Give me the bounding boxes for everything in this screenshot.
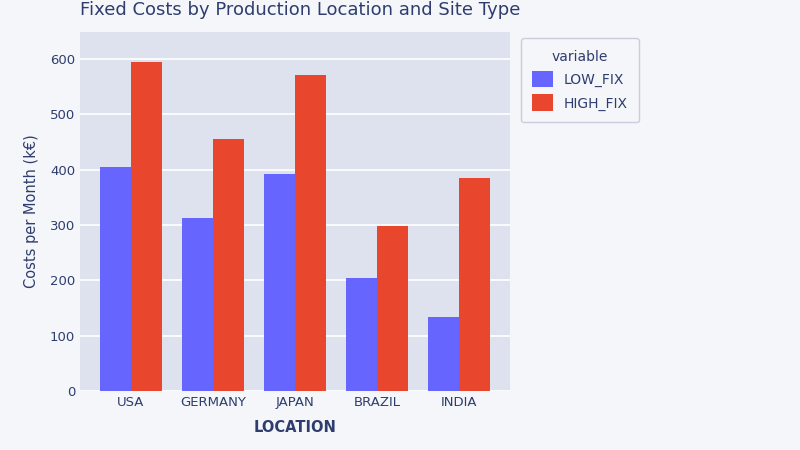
Bar: [182, 218, 213, 391]
X-axis label: LOCATION: LOCATION: [254, 420, 336, 435]
Bar: [428, 317, 459, 391]
Bar: [295, 75, 326, 391]
Bar: [213, 140, 244, 391]
Y-axis label: Costs per Month (k€): Costs per Month (k€): [24, 135, 38, 288]
Bar: [377, 226, 408, 391]
Text: Fixed Costs by Production Location and Site Type: Fixed Costs by Production Location and S…: [80, 1, 520, 19]
Legend: LOW_FIX, HIGH_FIX: LOW_FIX, HIGH_FIX: [521, 38, 639, 122]
Bar: [99, 167, 130, 391]
Bar: [264, 174, 295, 391]
Bar: [130, 62, 162, 391]
Bar: [459, 178, 490, 391]
Bar: [346, 278, 377, 391]
